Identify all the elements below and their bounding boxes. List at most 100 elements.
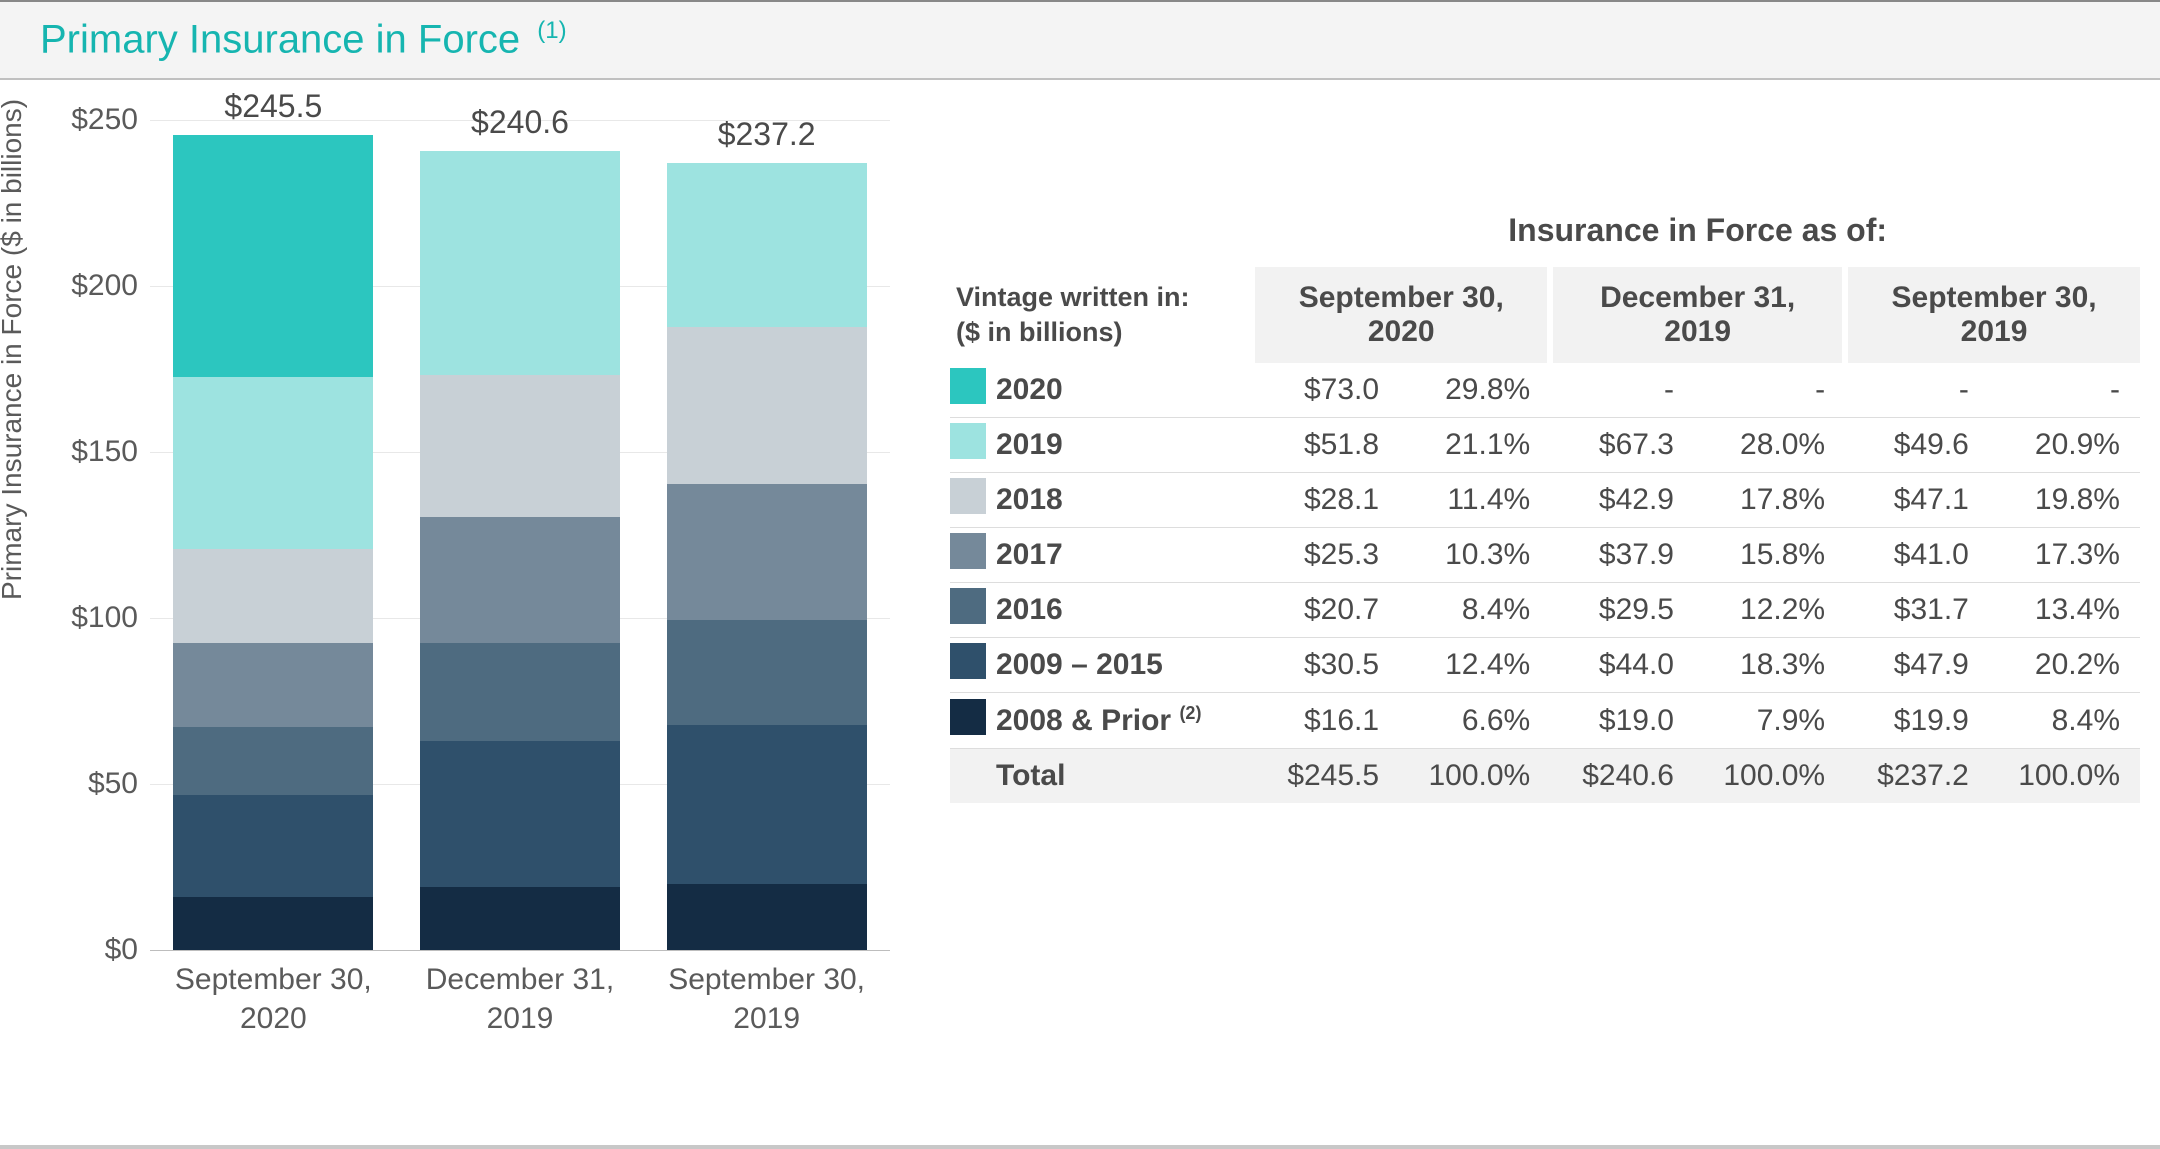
bar-segment [420,887,620,950]
bottom-border [0,1145,2160,1149]
y-tick-label: $100 [48,601,138,635]
legend-swatch-cell [950,693,992,749]
table-row: 2016$20.78.4%$29.512.2%$31.713.4% [950,583,2140,638]
percent-cell: 20.9% [1983,418,2140,473]
y-tick-label: $200 [48,269,138,303]
page: Primary Insurance in Force (1) Primary I… [0,0,2160,1149]
bar-segment [173,377,373,549]
chart-plot: $0$50$100$150$200$250$245.5$240.6$237.2 [150,120,890,950]
date-header-3: September 30, 2019 [1845,267,2140,363]
table-super-header: Insurance in Force as of: [1255,200,2140,267]
table-row: 2018$28.111.4%$42.917.8%$47.119.8% [950,473,2140,528]
bar-stack [420,151,620,950]
y-axis-label: Primary Insurance in Force ($ in billion… [0,99,28,600]
bar-segment [173,549,373,642]
bar-total-label: $237.2 [718,116,816,153]
value-cell: $16.1 [1255,693,1393,749]
vintage-head-line2: ($ in billions) [956,317,1123,347]
bar-stack [667,163,867,950]
row-label: 2020 [992,363,1255,418]
legend-swatch [950,699,986,735]
value-cell: $44.0 [1550,638,1688,693]
percent-cell: 17.8% [1688,473,1845,528]
row-label: 2016 [992,583,1255,638]
percent-cell: 8.4% [1983,693,2140,749]
value-cell: - [1845,363,1983,418]
total-row: Total$245.5100.0%$240.6100.0%$237.2100.0… [950,749,2140,804]
bar-segment [173,643,373,727]
legend-swatch [950,423,986,459]
legend-swatch-cell [950,473,992,528]
bar-segment [173,795,373,896]
vintage-table: Insurance in Force as of: Vintage writte… [950,200,2140,803]
bar-segment [667,484,867,620]
total-value-cell: $245.5 [1255,749,1393,804]
total-value-cell: $240.6 [1550,749,1688,804]
bar-total-label: $240.6 [471,104,569,141]
value-cell: $67.3 [1550,418,1688,473]
value-cell: $25.3 [1255,528,1393,583]
total-value-cell: $237.2 [1845,749,1983,804]
percent-cell: 12.4% [1393,638,1550,693]
x-tick-label: September 30,2020 [163,960,383,1038]
value-cell: $37.9 [1550,528,1688,583]
vintage-column-header: Vintage written in: ($ in billions) [950,267,1255,363]
legend-swatch-cell [950,638,992,693]
legend-swatch-cell [950,363,992,418]
percent-cell: 20.2% [1983,638,2140,693]
value-cell: $41.0 [1845,528,1983,583]
y-tick-label: $250 [48,103,138,137]
total-percent-cell: 100.0% [1983,749,2140,804]
percent-cell: 10.3% [1393,528,1550,583]
percent-cell: 8.4% [1393,583,1550,638]
bar-segment [420,151,620,374]
y-tick-label: $50 [48,767,138,801]
percent-cell: 15.8% [1688,528,1845,583]
bar-segment [420,375,620,517]
vintage-head-line1: Vintage written in: [956,282,1190,312]
percent-cell: 6.6% [1393,693,1550,749]
total-percent-cell: 100.0% [1688,749,1845,804]
value-cell: $20.7 [1255,583,1393,638]
legend-swatch [950,588,986,624]
total-label: Total [992,749,1255,804]
value-cell: $49.6 [1845,418,1983,473]
value-cell: $19.0 [1550,693,1688,749]
percent-cell: 17.3% [1983,528,2140,583]
bar-segment [667,884,867,950]
bar-segment [667,327,867,483]
table-row: 2017$25.310.3%$37.915.8%$41.017.3% [950,528,2140,583]
legend-swatch-cell [950,583,992,638]
percent-cell: 11.4% [1393,473,1550,528]
bar-column: $237.2 [667,163,867,950]
value-cell: $30.5 [1255,638,1393,693]
gridline [150,950,890,951]
percent-cell: 13.4% [1983,583,2140,638]
table-row: 2009 – 2015$30.512.4%$44.018.3%$47.920.2… [950,638,2140,693]
bar-segment [420,741,620,887]
bar-column: $245.5 [173,135,373,950]
percent-cell: 18.3% [1688,638,1845,693]
value-cell: $47.9 [1845,638,1983,693]
row-label: 2019 [992,418,1255,473]
bar-segment [420,643,620,741]
page-title: Primary Insurance in Force (1) [40,17,567,62]
percent-cell: 7.9% [1688,693,1845,749]
percent-cell: 21.1% [1393,418,1550,473]
total-percent-cell: 100.0% [1393,749,1550,804]
table-row: 2019$51.821.1%$67.328.0%$49.620.9% [950,418,2140,473]
header-bar: Primary Insurance in Force (1) [0,0,2160,80]
bar-segment [667,620,867,725]
table-body: 2020$73.029.8%----2019$51.821.1%$67.328.… [950,363,2140,803]
value-cell: $28.1 [1255,473,1393,528]
bar-segment [173,135,373,377]
value-cell: $42.9 [1550,473,1688,528]
x-axis-labels: September 30,2020December 31,2019Septemb… [150,960,890,1038]
percent-cell: - [1688,363,1845,418]
legend-swatch [950,368,986,404]
x-tick-label: September 30,2019 [657,960,877,1038]
bar-column: $240.6 [420,151,620,950]
blank-cell [950,749,992,804]
bar-segment [420,517,620,643]
percent-cell: 29.8% [1393,363,1550,418]
